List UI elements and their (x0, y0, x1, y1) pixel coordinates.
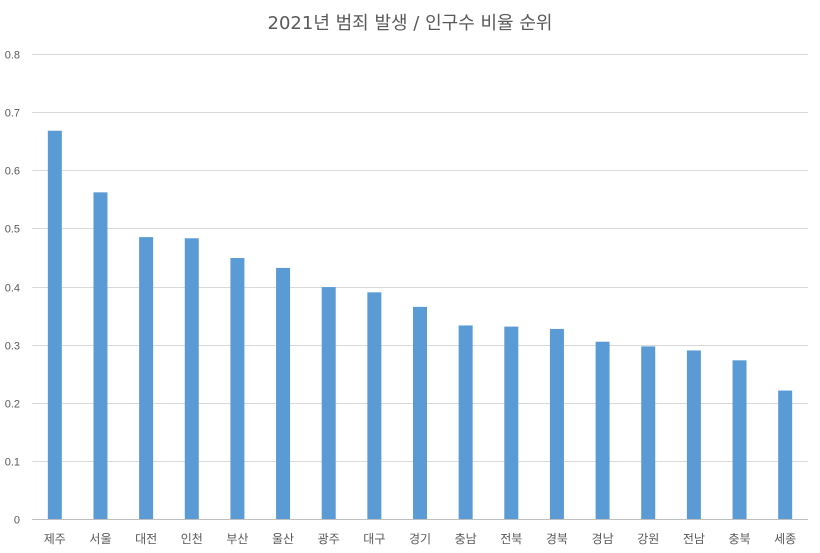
x-tick-label: 강원 (637, 532, 659, 546)
bars (47, 130, 793, 519)
x-tick-label: 전남 (683, 532, 705, 546)
x-tick-label: 인천 (181, 531, 203, 546)
x-tick-label: 경기 (409, 532, 431, 546)
bar-13 (595, 341, 610, 519)
y-tick-label: 0.3 (5, 341, 20, 353)
chart-title: 2021년 범죄 발생 / 인구수 비율 순위 (268, 13, 553, 34)
x-tick-label: 경남 (592, 532, 614, 546)
x-tick-label: 제주 (44, 532, 66, 546)
bar-6 (276, 267, 291, 519)
bar-8 (367, 292, 382, 519)
x-tick-label: 경북 (546, 532, 568, 546)
bar-14 (641, 346, 656, 519)
y-tick-label: 0 (14, 515, 20, 527)
y-tick-label: 0.4 (5, 283, 20, 295)
bar-11 (504, 326, 519, 519)
bar-16 (732, 360, 747, 519)
x-tick-label: 세종 (774, 532, 796, 546)
bar-10 (458, 325, 473, 519)
bar-1 (47, 130, 62, 519)
bar-4 (184, 238, 199, 519)
x-tick-label: 광주 (318, 532, 340, 546)
bar-17 (778, 390, 793, 519)
x-axis-ticks: 제주 서울 대전 인천 부산 울산 광주 대구 경기 충남 전북 경북 경남 강원 전남 충북 세종 (44, 531, 796, 546)
bar-2 (93, 192, 108, 519)
y-tick-label: 0.6 (5, 166, 20, 178)
x-tick-label: 울산 (272, 532, 294, 546)
x-tick-label: 부산 (226, 532, 248, 546)
bar-9 (413, 306, 427, 519)
bar-5 (230, 258, 245, 519)
y-tick-label: 0.1 (5, 457, 20, 469)
bar-7 (321, 287, 336, 519)
bar-3 (139, 237, 154, 519)
y-tick-label: 0.5 (5, 224, 20, 236)
y-tick-label: 0.2 (5, 399, 20, 411)
x-tick-label: 충북 (728, 532, 750, 546)
bar-12 (549, 328, 564, 519)
x-tick-label: 전북 (500, 532, 522, 546)
bar-15 (686, 350, 701, 519)
x-tick-label: 서울 (89, 532, 111, 546)
y-tick-label: 0.7 (5, 108, 20, 120)
x-tick-label: 충남 (455, 532, 477, 546)
x-tick-label: 대전 (135, 532, 157, 546)
y-axis-ticks: 0 0.1 0.2 0.3 0.4 0.5 0.6 0.7 0.8 (5, 50, 20, 527)
x-tick-label: 대구 (363, 532, 385, 546)
y-tick-label: 0.8 (5, 50, 20, 62)
